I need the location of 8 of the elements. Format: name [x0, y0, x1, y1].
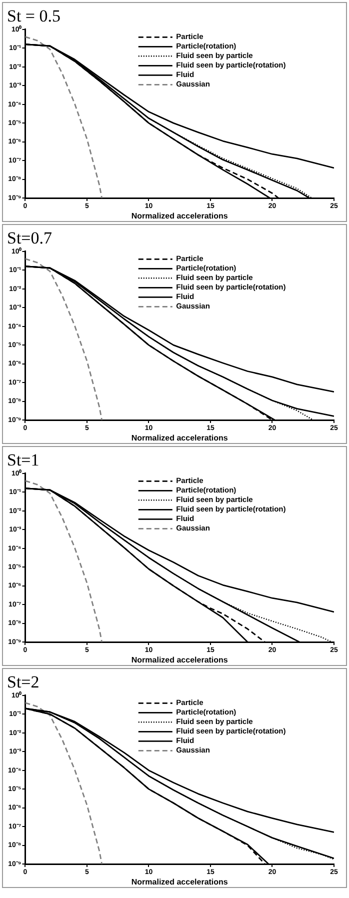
x-axis-title: Normalized accelerations	[131, 211, 228, 220]
x-axis-title: Normalized accelerations	[131, 433, 228, 442]
chart-title: St = 0.5	[7, 6, 61, 26]
x-axis-title: Normalized accelerations	[131, 877, 228, 886]
x-axis-title: Normalized accelerations	[131, 655, 228, 664]
chart-title: St=2	[7, 672, 40, 692]
chart-title: St=0.7	[7, 228, 53, 248]
chart-title: St=1	[7, 450, 40, 470]
